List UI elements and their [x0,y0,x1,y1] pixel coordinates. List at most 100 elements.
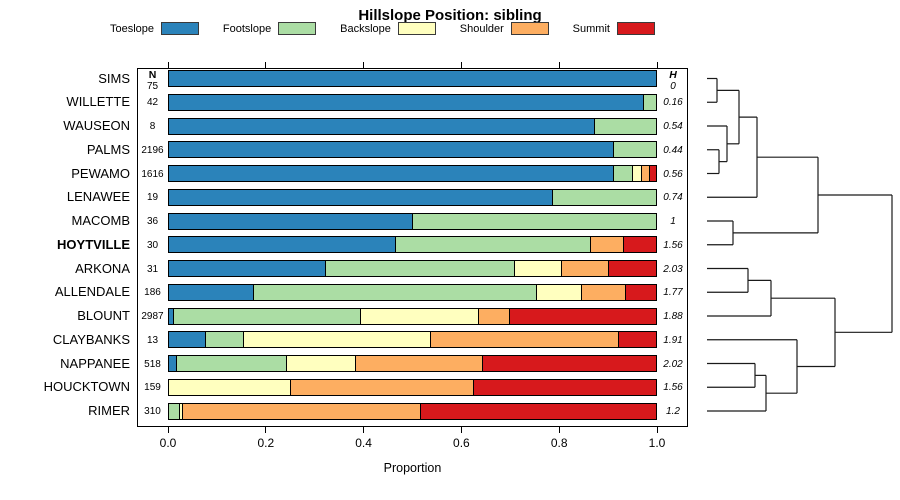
n-value-pewamo: 1616 [141,168,164,180]
x-axis-tick-top [265,62,267,68]
stacked-bar-hoytville [168,236,657,254]
n-value-palms: 2196 [141,144,164,156]
bar-segment-footslope [169,403,181,419]
h-value-allendale: 1.77 [663,287,683,299]
bar-segment-footslope [614,142,656,158]
bar-segment-backslope [286,356,357,371]
row-label-sims: SIMS [98,70,130,86]
x-axis-tick-top [558,62,560,68]
bar-segment-toeslope [169,284,255,300]
x-axis-tick-label: 0.4 [355,436,372,450]
bar-segment-toeslope [169,261,327,276]
legend-item-footslope: Footslope [222,22,317,35]
bar-segment-toeslope [169,118,596,134]
h-value-blount: 1.88 [663,311,683,322]
x-axis-tick-label: 0.0 [159,436,177,450]
bar-segment-backslope [180,403,184,419]
stacked-bar-palms [168,141,657,159]
bar-segment-shoulder [290,379,474,395]
legend-swatch-shoulder [510,22,549,35]
bar-segment-footslope [254,284,538,300]
stacked-bar-nappanee [168,355,657,372]
row-label-blount: BLOUNT [77,308,130,323]
stacked-bar-claybanks [168,331,657,349]
row-label-lenawee: LENAWEE [66,189,130,205]
row-label-pewamo: PEWAMO [71,165,130,181]
row-label-wauseon: WAUSEON [63,118,130,133]
h-value-palms: 0.44 [663,144,683,156]
h-value-willette: 0.16 [663,97,683,109]
row-label-hoytville: HOYTVILLE [57,236,130,252]
bar-segment-footslope [613,166,633,181]
h-column-header: H [669,69,677,81]
x-axis-tick-bottom [460,427,462,433]
bar-segment-footslope [173,308,362,324]
x-axis-title: Proportion [383,461,442,475]
n-value-arkona: 31 [146,263,159,275]
row-label-claybanks: CLAYBANKS [52,331,130,347]
bar-segment-summit [609,261,656,276]
n-value-wauseon: 8 [149,121,156,132]
x-axis-tick-bottom [656,427,658,433]
stacked-bar-arkona [168,260,657,277]
h-value-rimer: 1.2 [666,406,680,417]
legend-swatch-footslope [278,22,317,35]
x-axis-tick-top [363,62,365,68]
bar-segment-toeslope [169,94,645,110]
n-value-nappanee: 518 [144,358,161,370]
h-value-wauseon: 0.54 [663,121,683,132]
legend-item-summit: Summit [573,22,655,35]
bar-segment-shoulder [642,166,651,181]
stacked-bar-houcktown [168,378,657,396]
bar-segment-toeslope [169,237,397,253]
stacked-bar-blount [168,307,657,325]
stacked-bar-pewamo [168,165,657,182]
chart-title: Hillslope Position: sibling [358,7,542,24]
bar-segment-footslope [553,189,656,205]
stacked-bar-wauseon [168,117,657,135]
bar-segment-shoulder [479,308,510,324]
stacked-bar-allendale [168,283,657,301]
stacked-bar-rimer [168,402,657,420]
bar-segment-summit [483,356,656,371]
legend-label: Footslope [222,22,272,35]
bar-segment-footslope [176,356,287,371]
legend-swatch-backslope [397,22,436,35]
n-value-sims: 75 [146,81,159,92]
bar-segment-toeslope [169,213,413,229]
row-label-rimer: RIMER [88,403,130,418]
bar-segment-summit [509,308,656,324]
row-label-nappanee: NAPPANEE [60,355,130,371]
bar-segment-footslope [326,261,515,276]
bar-segment-shoulder [582,284,626,300]
x-axis-tick-top [167,62,169,68]
stacked-bar-sims [168,70,657,87]
stacked-bar-macomb [168,212,657,230]
bar-segment-toeslope [169,356,177,371]
h-value-nappanee: 2.02 [663,358,683,370]
h-value-hoytville: 1.56 [663,239,683,251]
x-axis-tick-top [460,62,462,68]
n-value-lenawee: 19 [146,192,159,204]
bar-segment-summit [420,403,656,419]
x-axis-tick-label: 0.6 [453,436,470,450]
bar-segment-shoulder [562,261,610,276]
bar-segment-footslope [206,332,244,348]
stacked-bar-willette [168,93,657,111]
bar-segment-backslope [537,284,583,300]
n-value-blount: 2987 [141,311,164,322]
x-axis-tick-bottom [558,427,560,433]
n-value-willette: 42 [146,97,159,109]
bar-segment-summit [618,332,656,348]
h-value-sims: 0 [670,81,676,92]
n-value-houcktown: 159 [144,382,161,394]
h-value-macomb: 1 [670,216,676,227]
bar-segment-backslope [632,166,643,181]
bar-segment-footslope [644,94,656,110]
bar-segment-summit [625,284,656,300]
bar-segment-toeslope [169,308,174,324]
x-axis-tick-label: 0.8 [550,436,568,450]
x-axis-tick-label: 1.0 [648,436,666,450]
legend-label: Toeslope [110,22,155,35]
